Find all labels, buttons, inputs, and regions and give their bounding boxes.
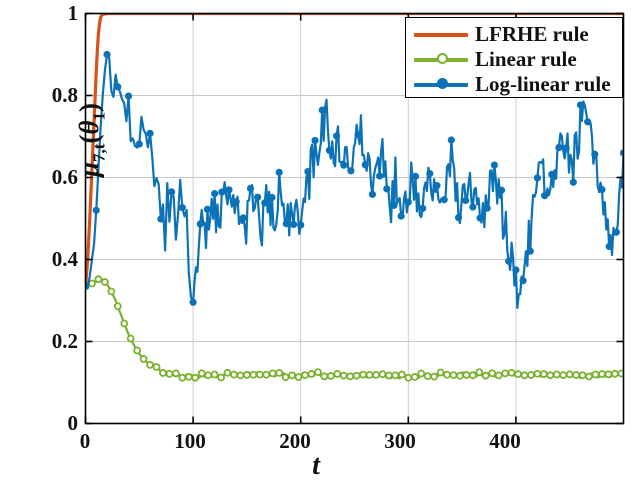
x-axis-label: t: [312, 450, 320, 481]
ytick-label-1: 1: [67, 1, 79, 25]
axes-frame: [84, 12, 625, 425]
ytick-label-0p4: 0.4: [51, 247, 78, 271]
legend-swatch-lfrhe: [412, 23, 470, 45]
ytick-label-0p8: 0.8: [51, 83, 78, 107]
legend-item-linear[interactable]: Linear rule: [412, 46, 616, 71]
legend-swatch-linear: [412, 48, 470, 70]
chart-legend: LFRHE rule Linear rule Log-linear rule: [405, 17, 623, 98]
legend-swatch-loglinear: [412, 73, 470, 95]
ytick-label-0p6: 0.6: [51, 165, 78, 189]
legend-label-linear: Linear rule: [475, 46, 577, 71]
series-layer: [85, 13, 624, 382]
xtick-label-200: 200: [279, 429, 311, 453]
legend-label-loglinear: Log-linear rule: [475, 71, 611, 96]
ytick-label-0: 0: [67, 411, 79, 435]
ytick-label-0p2: 0.2: [51, 329, 78, 353]
legend-item-loglinear[interactable]: Log-linear rule: [412, 71, 616, 96]
xtick-label-0: 0: [79, 429, 91, 453]
xtick-label-400: 400: [489, 429, 521, 453]
xtick-label-100: 100: [174, 429, 206, 453]
legend-label-lfrhe: LFRHE rule: [475, 21, 589, 46]
series-log-linear-rule: [85, 50, 624, 309]
series-linear-rule: [85, 275, 624, 382]
xtick-label-300: 300: [384, 429, 416, 453]
legend-item-lfrhe[interactable]: LFRHE rule: [412, 21, 616, 46]
